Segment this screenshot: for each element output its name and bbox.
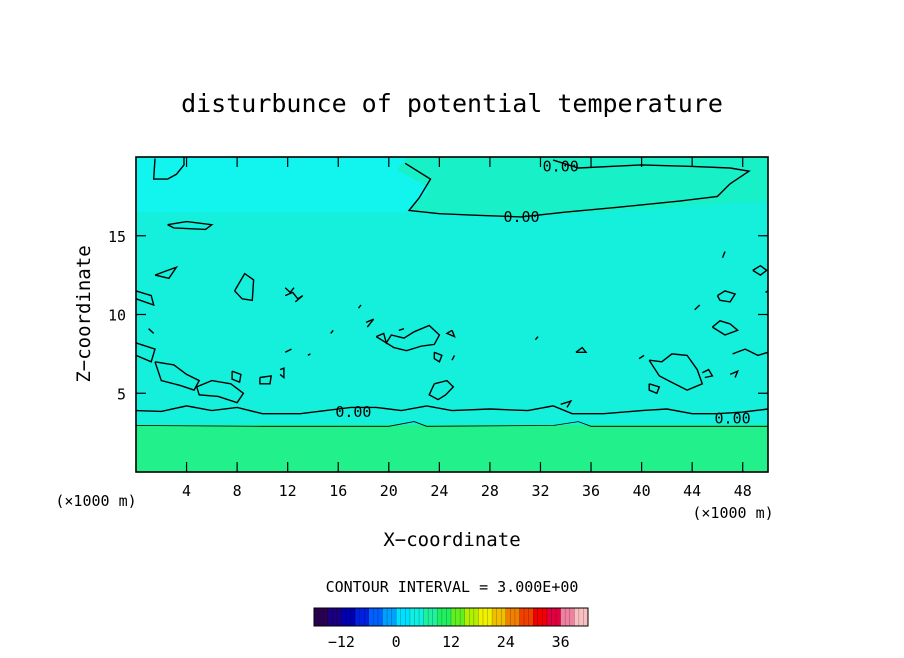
contour-line-16 bbox=[279, 367, 285, 379]
contour-line-35 bbox=[711, 320, 740, 336]
contour-line-41 bbox=[729, 369, 739, 378]
colorbar-frame bbox=[313, 607, 589, 627]
contour-line-15 bbox=[284, 348, 292, 353]
contour-line-7 bbox=[284, 291, 304, 303]
colorbar-cell-0 bbox=[314, 608, 329, 626]
colorbar-cell-4 bbox=[368, 608, 383, 626]
contour-line-40 bbox=[701, 368, 714, 379]
colorbar-cell-18 bbox=[560, 608, 575, 626]
contour-line-19 bbox=[357, 304, 362, 309]
x-tick-label-11: 48 bbox=[734, 482, 752, 500]
colorbar-cell-5 bbox=[382, 608, 397, 626]
colorbar-cell-11 bbox=[464, 608, 479, 626]
contour-interval-label: CONTOUR INTERVAL = 3.000E+00 bbox=[326, 578, 579, 596]
x-tick-label-3: 16 bbox=[329, 482, 347, 500]
contour-label-3: 0.00 bbox=[715, 409, 751, 427]
chart-title: disturbunce of potential temperature bbox=[181, 89, 723, 118]
contour-line-4 bbox=[233, 272, 255, 302]
x-axis-label: X−coordinate bbox=[383, 529, 520, 551]
x-tick-label-10: 44 bbox=[683, 482, 701, 500]
colorbar-tick-label-1: 0 bbox=[392, 633, 401, 651]
colorbar-cell-6 bbox=[396, 608, 411, 626]
colorbar-cell-1 bbox=[327, 608, 342, 626]
contour-line-25 bbox=[428, 379, 455, 401]
contour-line-9 bbox=[148, 328, 155, 334]
contour-label-1: 0.00 bbox=[503, 208, 539, 226]
x-tick-label-2: 12 bbox=[279, 482, 297, 500]
colorbar-cell-19 bbox=[574, 608, 589, 626]
y-tick-label-0: 5 bbox=[117, 385, 126, 403]
contour-line-13 bbox=[231, 370, 242, 384]
colorbar-cell-16 bbox=[533, 608, 548, 626]
contour-line-37 bbox=[721, 251, 726, 259]
contour-line-11 bbox=[154, 361, 201, 391]
contour-line-18 bbox=[330, 329, 334, 334]
contour-line-2 bbox=[152, 157, 185, 180]
colorbar-cell-12 bbox=[478, 608, 493, 626]
colorbar: −12 0 12 24 36 bbox=[313, 607, 589, 651]
contour-line-22 bbox=[398, 328, 405, 331]
x-tick-label-8: 36 bbox=[582, 482, 600, 500]
x-tick-label-9: 40 bbox=[633, 482, 651, 500]
field-boundary-line bbox=[135, 421, 768, 427]
contour-line-27 bbox=[534, 336, 539, 341]
contour-line-33 bbox=[694, 304, 701, 311]
y-tick-label-1: 10 bbox=[108, 307, 126, 325]
contour-line-12 bbox=[196, 379, 245, 404]
contour-line-21 bbox=[375, 324, 441, 352]
contour-line-0 bbox=[135, 405, 769, 415]
colorbar-cell-2 bbox=[341, 608, 356, 626]
contour-line-28 bbox=[575, 346, 588, 353]
colorbar-cell-15 bbox=[519, 608, 534, 626]
x-tick-label-5: 24 bbox=[430, 482, 448, 500]
contour-line-10 bbox=[135, 342, 156, 363]
x-tick-label-0: 4 bbox=[182, 482, 191, 500]
contour-line-30 bbox=[638, 354, 645, 360]
contour-line-36 bbox=[732, 348, 769, 357]
field-upper-left bbox=[136, 157, 427, 213]
colorbar-cell-7 bbox=[409, 608, 425, 626]
contour-line-31 bbox=[648, 353, 704, 391]
field-lower bbox=[136, 424, 768, 472]
x-tick-label-1: 8 bbox=[233, 482, 242, 500]
contour-line-34 bbox=[716, 290, 737, 303]
contour-line-5 bbox=[154, 265, 179, 280]
colorbar-cell-17 bbox=[546, 608, 562, 626]
plot-area: 0.000.000.00 0.004 8 12 16 20 24 28 32 36 40 44 4851… bbox=[108, 156, 769, 500]
colorbar-tick-label-0: −12 bbox=[328, 633, 355, 651]
colorbar-cell-10 bbox=[451, 608, 466, 626]
contour-line-1 bbox=[404, 159, 751, 218]
contour-label-2: 0.00 bbox=[335, 403, 371, 421]
x-unit-left: (×1000 m) bbox=[55, 492, 136, 510]
contour-line-8 bbox=[135, 290, 155, 307]
contour-line-6 bbox=[284, 287, 295, 294]
contour-line-32 bbox=[648, 383, 661, 395]
contour-line-14 bbox=[259, 375, 273, 385]
y-axis-label: Z−coordinate bbox=[73, 245, 95, 382]
colorbar-tick-label-2: 12 bbox=[442, 633, 460, 651]
x-tick-label-7: 32 bbox=[531, 482, 549, 500]
contour-line-20 bbox=[365, 318, 375, 328]
contour-label-0: 0.00 bbox=[543, 157, 579, 175]
contour-line-3 bbox=[167, 220, 214, 231]
colorbar-cell-13 bbox=[492, 608, 507, 626]
x-tick-label-6: 28 bbox=[481, 482, 499, 500]
contour-line-38 bbox=[752, 264, 768, 276]
contour-line-24 bbox=[433, 351, 443, 363]
contour-line-26 bbox=[451, 355, 456, 361]
x-unit-right: (×1000 m) bbox=[692, 504, 773, 522]
contour-line-29 bbox=[560, 399, 573, 408]
colorbar-cell-14 bbox=[505, 608, 520, 626]
colorbar-tick-label-3: 24 bbox=[497, 633, 515, 651]
y-tick-label-2: 15 bbox=[108, 228, 126, 246]
x-tick-label-4: 20 bbox=[380, 482, 398, 500]
colorbar-cell-3 bbox=[355, 608, 370, 626]
colorbar-cell-9 bbox=[437, 608, 452, 626]
contour-line-23 bbox=[445, 329, 456, 338]
colorbar-cell-8 bbox=[423, 608, 438, 626]
colorbar-tick-label-4: 36 bbox=[552, 633, 570, 651]
contour-line-17 bbox=[307, 353, 311, 357]
